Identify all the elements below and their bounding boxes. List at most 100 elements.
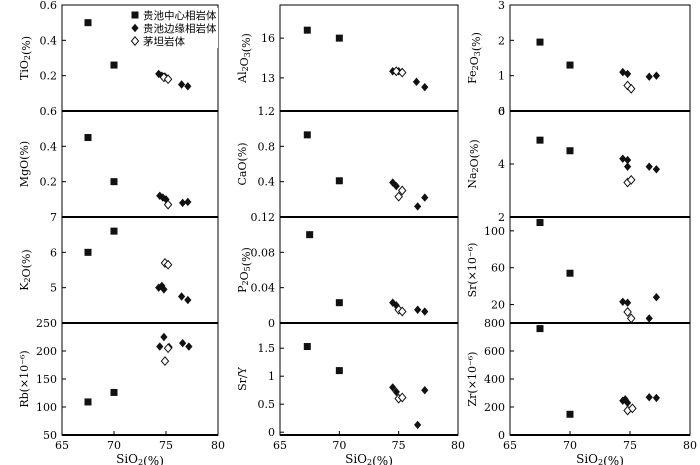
- data-point: [392, 181, 400, 191]
- y-tick-label: 0.12: [251, 211, 276, 224]
- data-point: [421, 307, 429, 316]
- panel-Fe2O3: 0 1 2 3 Fe2O3(%): [466, 0, 691, 118]
- data-point: [163, 259, 173, 270]
- data-point: [645, 314, 653, 323]
- panel-Na2O: 2 4 6 Na2O(%): [466, 105, 691, 224]
- panel-frame: [61, 216, 219, 324]
- panel-Sr: 20 60 100 Sr(×10⁻⁶): [466, 216, 691, 324]
- panel-SrY: 0 0.5 1 1.5 Sr/Y 65 70 75 80 SiO2(%): [236, 322, 465, 465]
- data-point: [628, 403, 637, 414]
- data-point: [110, 227, 118, 235]
- y-tick-label: 16: [261, 32, 275, 45]
- y-axis-label: P2O5(%): [236, 247, 253, 293]
- legend-marker: [131, 11, 139, 19]
- y-tick-label: 0: [498, 429, 505, 442]
- y-tick-label: 800: [484, 317, 505, 330]
- data-point: [536, 219, 544, 227]
- data-point: [652, 292, 660, 302]
- data-point: [110, 388, 118, 396]
- panel-frame: [279, 4, 459, 112]
- x-tick-label: 65: [55, 439, 69, 452]
- y-tick-label: 0.6: [40, 105, 58, 118]
- y-tick-label: 1.2: [258, 105, 276, 118]
- data-point: [163, 74, 173, 85]
- data-point: [624, 298, 632, 307]
- y-tick-label: 1: [268, 370, 275, 383]
- y-tick-label: 5: [50, 282, 57, 295]
- data-point: [306, 231, 314, 239]
- y-tick-label: 0.4: [258, 176, 276, 189]
- y-tick-label: 100: [36, 401, 57, 414]
- panel-frame: [61, 322, 219, 436]
- y-axis-label: Fe2O3(%): [466, 32, 483, 84]
- y-tick-label: 2: [498, 34, 505, 47]
- panel-frame: [509, 4, 691, 112]
- y-tick-label: 0.6: [40, 0, 58, 12]
- data-point: [110, 178, 118, 186]
- panel-frame: [509, 110, 691, 218]
- y-axis-label: Na2O(%): [466, 139, 481, 188]
- data-point: [303, 26, 311, 34]
- data-point: [421, 82, 429, 92]
- x-axis-label: SiO2(%): [345, 452, 393, 465]
- data-point: [414, 420, 422, 430]
- panel-frame: [61, 110, 219, 218]
- data-point: [619, 297, 627, 306]
- data-point: [160, 285, 168, 294]
- data-point: [84, 398, 92, 406]
- data-point: [645, 393, 653, 402]
- data-point: [623, 80, 632, 91]
- y-tick-label: 1.5: [258, 342, 276, 355]
- data-point: [652, 165, 660, 174]
- data-point: [335, 34, 343, 42]
- y-tick-label: 600: [484, 345, 505, 358]
- y-tick-label: 0.8: [258, 140, 276, 153]
- data-point: [84, 134, 92, 141]
- y-axis-label: Sr/Y: [236, 366, 249, 391]
- x-tick-label: 75: [623, 439, 637, 452]
- data-point: [163, 343, 173, 354]
- data-point: [619, 154, 627, 163]
- data-point: [536, 38, 544, 46]
- panel-K2O: 5 6 7 K2O(%): [18, 211, 219, 324]
- y-tick-label: 250: [36, 317, 57, 330]
- x-tick-label: 75: [392, 439, 406, 452]
- y-tick-label: 6: [498, 105, 505, 118]
- data-point: [84, 248, 92, 256]
- data-point: [624, 155, 632, 165]
- data-point: [335, 367, 343, 375]
- y-tick-label: 2: [498, 211, 505, 224]
- data-point: [84, 19, 92, 27]
- data-point: [394, 191, 403, 202]
- data-point: [303, 131, 311, 139]
- data-point: [652, 71, 660, 80]
- data-point: [414, 305, 422, 314]
- y-axis-label: Al2O3(%): [236, 33, 253, 84]
- x-tick-label: 80: [211, 439, 225, 452]
- data-point: [110, 61, 118, 69]
- panel-frame: [509, 216, 691, 324]
- x-tick-label: 70: [563, 439, 577, 452]
- y-tick-label: 200: [36, 345, 57, 358]
- y-tick-label: 4: [498, 158, 505, 171]
- data-point: [626, 174, 636, 185]
- y-tick-label: 0.4: [40, 140, 58, 153]
- legend-entry: 茅坦岩体: [143, 35, 185, 48]
- panel-frame: [279, 322, 459, 436]
- data-point: [184, 197, 192, 207]
- y-tick-label: 20: [491, 299, 505, 312]
- data-point: [566, 410, 574, 418]
- y-tick-label: 400: [484, 373, 505, 386]
- x-tick-label: 80: [683, 439, 697, 452]
- data-point: [624, 69, 632, 79]
- data-point: [621, 395, 629, 404]
- y-tick-label: 1: [498, 70, 505, 83]
- y-tick-label: 0.04: [251, 282, 276, 295]
- panel-frame: [509, 322, 691, 436]
- data-point: [652, 393, 660, 403]
- x-axis-label: SiO2(%): [116, 452, 164, 465]
- y-tick-label: 0: [498, 105, 505, 118]
- data-point: [179, 198, 187, 208]
